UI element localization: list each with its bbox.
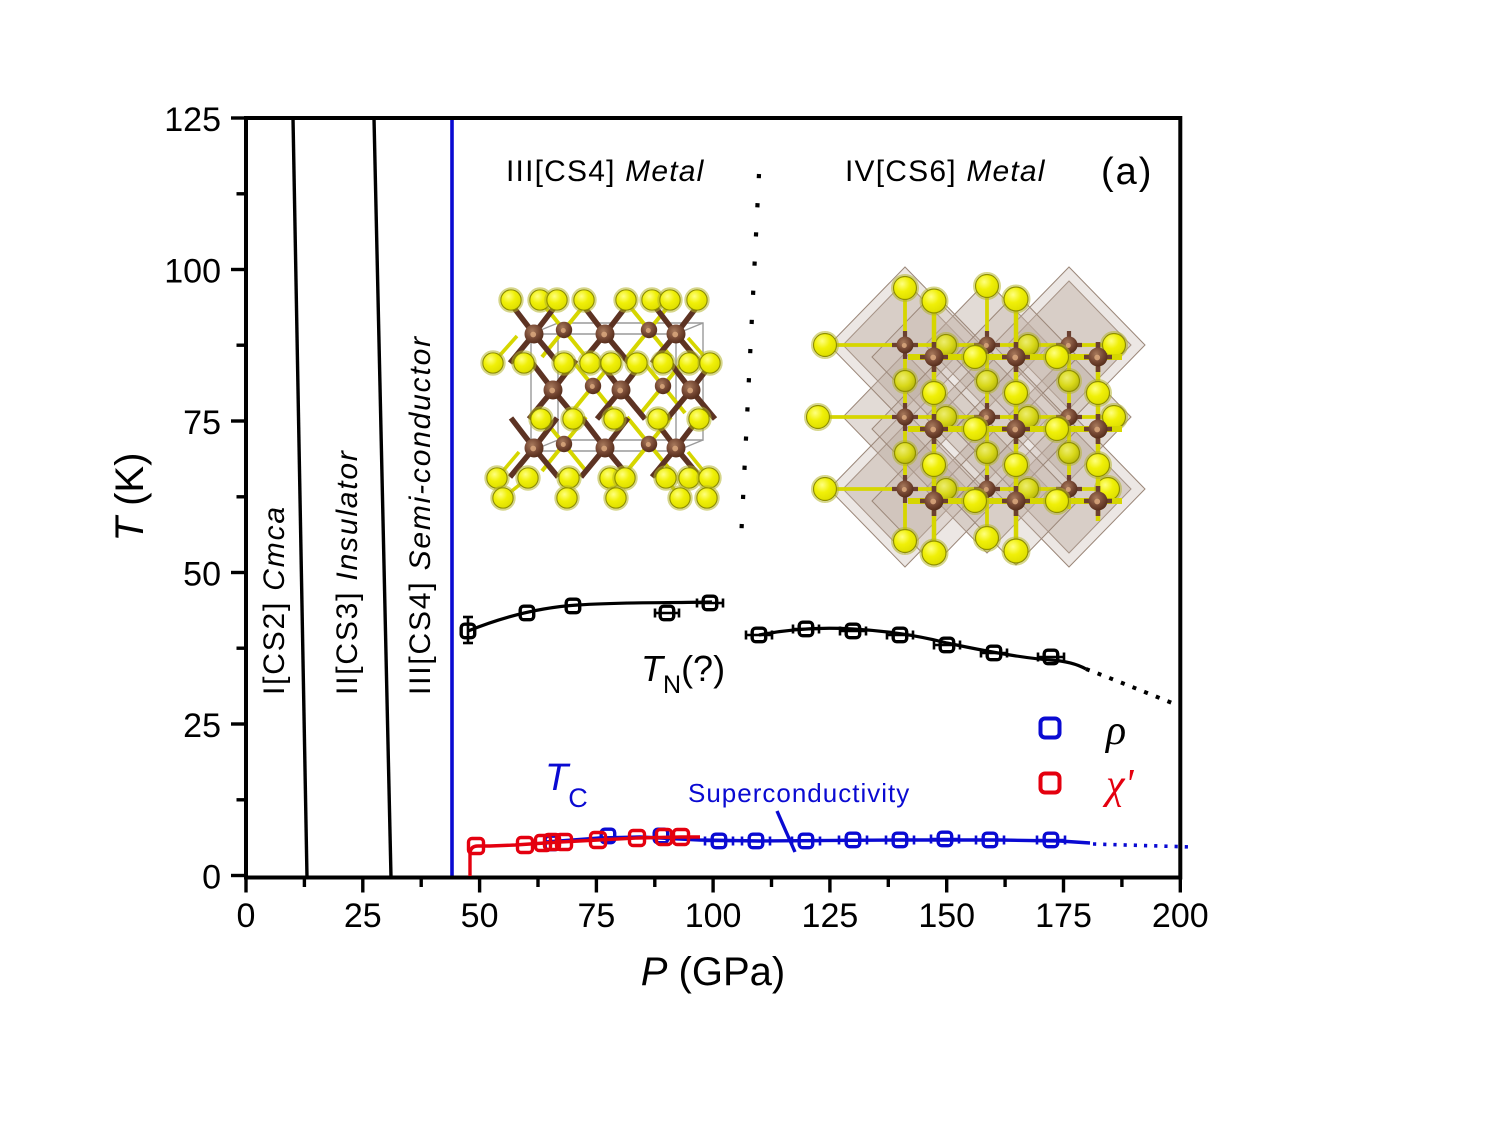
svg-text:50: 50 [461, 897, 499, 935]
svg-text:χ': χ' [1102, 762, 1134, 808]
svg-text:TC: TC [545, 757, 588, 813]
svg-text:125: 125 [164, 101, 221, 139]
svg-text:150: 150 [918, 897, 975, 935]
svg-text:III[CS4] Metal: III[CS4] Metal [506, 155, 705, 188]
svg-text:ρ: ρ [1104, 708, 1126, 754]
svg-text:Superconductivity: Superconductivity [688, 778, 910, 808]
svg-text:T (K): T (K) [108, 453, 152, 542]
svg-text:25: 25 [183, 707, 221, 745]
svg-text:75: 75 [183, 404, 221, 442]
svg-text:0: 0 [202, 859, 221, 897]
svg-text:50: 50 [183, 556, 221, 594]
svg-text:(a): (a) [1101, 151, 1153, 193]
svg-text:I[CS2] Cmca: I[CS2] Cmca [258, 505, 291, 695]
svg-text:IV[CS6] Metal: IV[CS6] Metal [845, 155, 1046, 188]
svg-text:P (GPa): P (GPa) [641, 950, 785, 994]
svg-text:II[CS3] Insulator: II[CS3] Insulator [331, 449, 364, 695]
svg-text:TN(?): TN(?) [641, 648, 725, 699]
svg-text:75: 75 [577, 897, 615, 935]
svg-text:100: 100 [164, 253, 221, 291]
svg-text:125: 125 [802, 897, 859, 935]
svg-text:175: 175 [1035, 897, 1092, 935]
svg-text:100: 100 [685, 897, 742, 935]
svg-text:25: 25 [344, 897, 382, 935]
svg-text:200: 200 [1152, 897, 1209, 935]
svg-text:0: 0 [237, 897, 256, 935]
svg-text:III[CS4] Semi-conductor: III[CS4] Semi-conductor [404, 335, 437, 695]
